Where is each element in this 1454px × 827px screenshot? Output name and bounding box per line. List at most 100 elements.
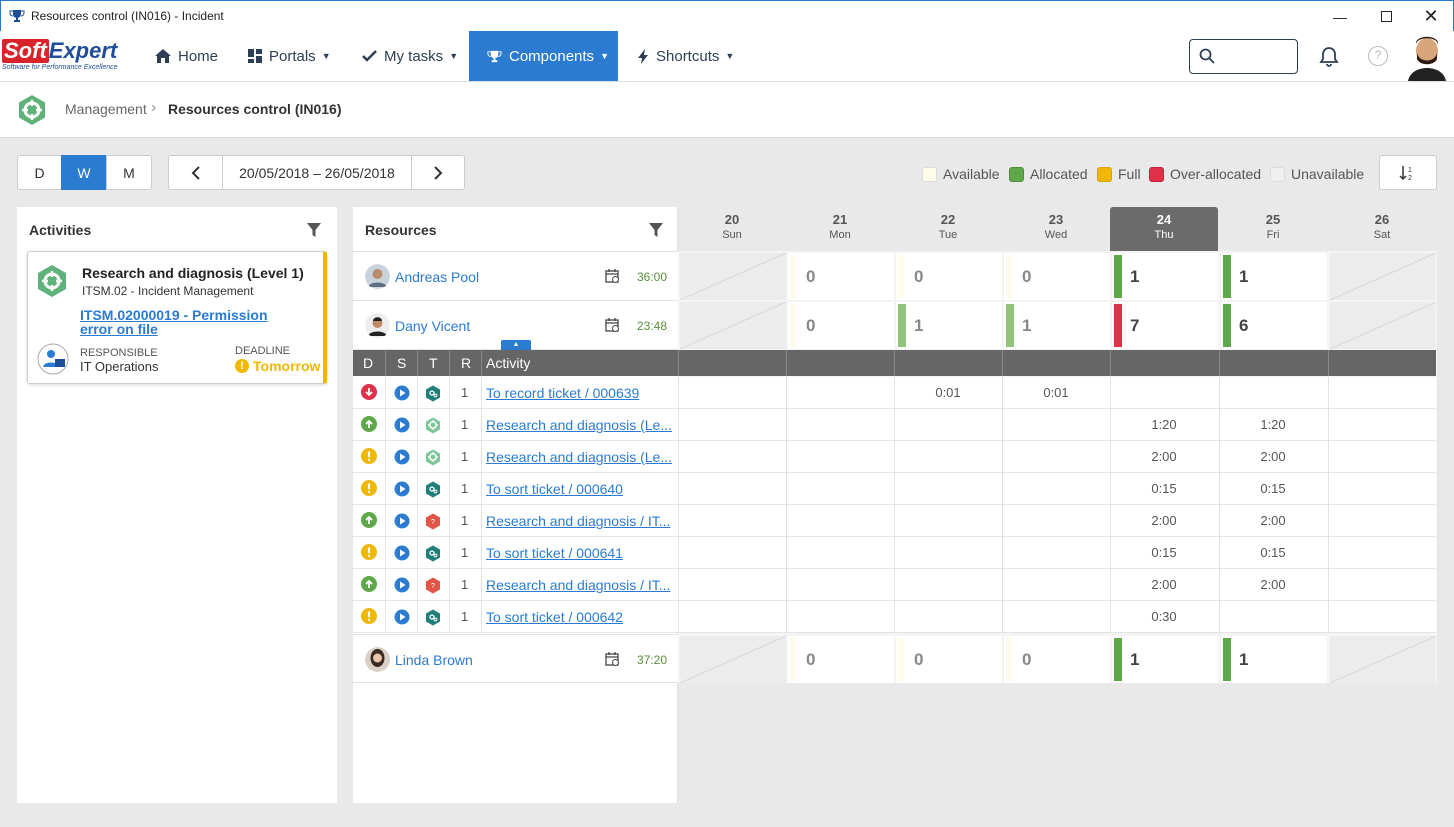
resource-day-cell[interactable]: 0 (1004, 636, 1110, 683)
date-range-display[interactable]: 20/05/2018 – 26/05/2018 (222, 155, 412, 190)
caret-down-icon: ▼ (321, 51, 331, 61)
maximize-button[interactable] (1363, 1, 1409, 32)
chevron-right-icon (434, 165, 443, 180)
activity-link[interactable]: To sort ticket / 000642 (486, 609, 623, 625)
activity-row[interactable]: 1 Research and diagnosis (Le... 2:00 2:00 (353, 441, 1436, 473)
activity-r-value: 1 (461, 513, 469, 528)
filter-icon[interactable] (307, 223, 321, 237)
calendar-icon[interactable] (605, 269, 619, 283)
previous-period-button[interactable] (168, 155, 223, 190)
search-input[interactable] (1189, 39, 1298, 74)
activity-link[interactable]: To sort ticket / 000641 (486, 545, 623, 561)
resource-row[interactable]: Dany Vicent 23:48 ▲ (353, 301, 678, 350)
column-divider (1002, 409, 1003, 441)
filter-icon[interactable] (649, 223, 663, 237)
activity-row[interactable]: 1 To sort ticket / 000642 0:30 (353, 601, 1436, 633)
activity-card[interactable]: Research and diagnosis (Level 1) ITSM.02… (27, 251, 327, 384)
resource-day-cell[interactable]: 1 (1112, 253, 1218, 300)
resource-row[interactable]: Linda Brown 37:20 (353, 634, 678, 683)
user-avatar[interactable] (1404, 31, 1450, 81)
column-divider (1328, 473, 1329, 505)
column-divider (417, 473, 418, 505)
resource-day-cell[interactable]: 1 (1112, 636, 1218, 683)
view-day-button[interactable]: D (17, 155, 62, 190)
resource-day-cell[interactable]: 0 (788, 636, 894, 683)
resource-row[interactable]: Andreas Pool 36:00 (353, 252, 678, 301)
activity-link[interactable]: To record ticket / 000639 (486, 385, 640, 401)
nav-components[interactable]: Components ▼ (469, 31, 618, 81)
collapse-toggle[interactable]: ▲ (501, 340, 531, 350)
caret-down-icon: ▼ (725, 51, 735, 61)
allocation-value: 1 (914, 316, 924, 335)
resource-day-cell[interactable]: 0 (896, 253, 1002, 300)
warning-icon: ! (235, 359, 249, 373)
resource-day-cell[interactable]: 1 (1221, 253, 1327, 300)
portals-icon (248, 49, 262, 63)
deadline-text: Tomorrow (253, 358, 321, 374)
activity-row[interactable]: 1 Research and diagnosis (Le... 1:20 1:20 (353, 409, 1436, 441)
activity-row[interactable]: 1 To sort ticket / 000640 0:15 0:15 (353, 473, 1436, 505)
view-month-button[interactable]: M (106, 155, 152, 190)
activity-link[interactable]: Research and diagnosis (Le... (486, 449, 672, 465)
resource-day-cell[interactable]: 0 (788, 253, 894, 300)
resource-name[interactable]: Andreas Pool (395, 269, 480, 285)
activity-card-link[interactable]: ITSM.02000019 - Permission error on file (80, 307, 268, 337)
allocation-value: 1 (1130, 650, 1140, 669)
calendar-icon[interactable] (605, 652, 619, 666)
column-divider (449, 473, 450, 505)
minimize-button[interactable]: — (1333, 8, 1347, 25)
activity-link[interactable]: Research and diagnosis (Le... (486, 417, 672, 433)
resource-day-cell[interactable]: 1 (896, 302, 1002, 349)
play-icon[interactable] (394, 481, 410, 497)
resource-day-cell[interactable]: 1 (1221, 636, 1327, 683)
allocation-value: 6 (1239, 316, 1249, 335)
play-icon[interactable] (394, 609, 410, 625)
legend-swatch (1149, 166, 1164, 182)
column-divider (786, 473, 787, 505)
resource-name[interactable]: Linda Brown (395, 652, 473, 668)
play-icon[interactable] (394, 417, 410, 433)
resource-day-cell[interactable]: 0 (896, 636, 1002, 683)
play-icon[interactable] (394, 577, 410, 593)
day-number: 24 (1156, 212, 1172, 227)
resource-name[interactable]: Dany Vicent (395, 318, 471, 334)
play-icon[interactable] (394, 513, 410, 529)
resource-day-cell[interactable]: 6 (1221, 302, 1327, 349)
activity-row[interactable]: 1 To sort ticket / 000641 0:15 0:15 (353, 537, 1436, 569)
column-divider (1328, 537, 1329, 569)
activity-link[interactable]: To sort ticket / 000640 (486, 481, 623, 497)
play-icon[interactable] (394, 449, 410, 465)
calendar-icon[interactable] (605, 318, 619, 332)
nav-my-tasks[interactable]: My tasks ▼ (362, 31, 458, 81)
next-period-button[interactable] (411, 155, 465, 190)
column-divider (894, 473, 895, 505)
column-divider (417, 569, 418, 601)
activity-link[interactable]: Research and diagnosis / IT... (486, 577, 671, 593)
responsible-value: IT Operations (80, 359, 159, 374)
bell-icon[interactable] (1318, 45, 1340, 67)
resource-day-cell[interactable]: 7 (1112, 302, 1218, 349)
activity-row[interactable]: ? 1 Research and diagnosis / IT... 2:00 2:00 (353, 505, 1436, 537)
play-icon[interactable] (394, 385, 410, 401)
activity-row[interactable]: 1 To record ticket / 000639 0:01 0:01 (353, 377, 1436, 409)
resource-day-cell[interactable]: 0 (788, 302, 894, 349)
help-icon[interactable]: ? (1368, 46, 1388, 66)
activity-link[interactable]: Research and diagnosis / IT... (486, 513, 671, 529)
nav-shortcuts[interactable]: Shortcuts ▼ (638, 31, 734, 81)
column-divider (1110, 350, 1111, 376)
resource-day-cell[interactable]: 0 (1004, 253, 1110, 300)
activity-row[interactable]: ? 1 Research and diagnosis / IT... 2:00 2:00 (353, 569, 1436, 601)
resource-day-cell[interactable]: 1 (1004, 302, 1110, 349)
column-divider (1219, 569, 1220, 601)
softexpert-logo[interactable]: SoftExpert Software for Performance Exce… (2, 39, 130, 77)
column-divider (678, 409, 679, 441)
avatar (365, 313, 390, 338)
view-week-button[interactable]: W (61, 155, 107, 190)
play-icon[interactable] (394, 545, 410, 561)
close-button[interactable]: ✕ (1423, 6, 1439, 26)
nav-home[interactable]: Home (155, 31, 218, 81)
breadcrumb-parent[interactable]: Management (65, 101, 147, 117)
nav-portals[interactable]: Portals ▼ (248, 31, 331, 81)
column-divider (449, 350, 450, 376)
